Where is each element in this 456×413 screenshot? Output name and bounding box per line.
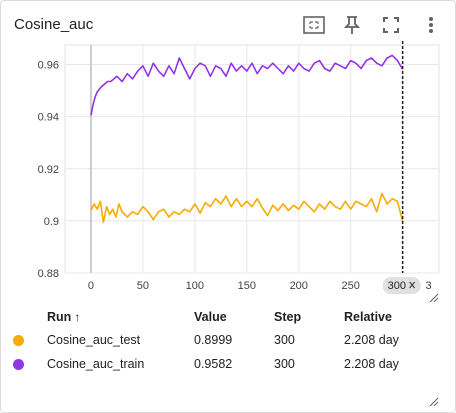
card-title: Cosine_auc [14,16,94,33]
pin-icon [344,16,360,34]
x-tick-label: 100 [186,280,204,292]
x-tick-label: 150 [238,280,256,292]
value-column-header[interactable]: Value [194,310,227,324]
fit-domain-icon [303,16,325,34]
chart-area[interactable]: 0.960.940.920.90.88050100150200250300330… [1,41,456,301]
swatch-header [11,306,47,328]
run-color-cell [11,352,47,376]
x-tick-label: 50 [137,280,149,292]
run-color-swatch [13,359,24,371]
table-resize-icon[interactable] [429,397,439,407]
sort-arrow-icon[interactable]: ↑ [74,310,81,324]
fullscreen-button[interactable] [379,13,403,37]
step-column-header[interactable]: Step [274,310,302,324]
step-cursor-chip [382,277,421,294]
run-value-cell: 0.8999 [194,333,233,347]
y-tick-label: 0.88 [38,268,59,280]
fit-domain-button[interactable] [302,13,326,37]
x-tick-label: 200 [290,280,308,292]
table-row: Cosine_auc_train 0.9582 300 2.208 day [11,352,434,376]
relative-column-header[interactable]: Relative [344,310,392,324]
y-tick-label: 0.92 [38,164,59,176]
close-icon[interactable] [409,281,416,289]
more-vert-icon [429,17,433,33]
table-header-row: Run ↑ Value Step Relative [11,306,434,328]
run-step-cell: 300 [274,357,295,371]
x-tick-label: 0 [88,280,94,292]
series-line-Cosine_auc_train [90,54,404,116]
x-tick-label: 250 [342,280,360,292]
run-name-cell: Cosine_auc_train [47,357,145,371]
run-color-cell [11,328,47,352]
run-value-cell: 0.9582 [194,357,233,371]
x-tick-label: 3 [426,280,432,292]
step-cursor-label: 300 [388,280,406,292]
card-header: Cosine_auc [1,1,456,49]
fullscreen-icon [383,17,399,33]
pin-button[interactable] [340,13,364,37]
run-relative-cell: 2.208 day [344,357,399,371]
run-name-cell: Cosine_auc_test [47,333,141,347]
more-options-button[interactable] [419,13,443,37]
chart-resize-icon[interactable] [429,293,439,303]
series-line-Cosine_auc_test [90,192,404,223]
table-row: Cosine_auc_test 0.8999 300 2.208 day [11,328,434,352]
y-tick-label: 0.94 [38,112,59,124]
runs-table: Run ↑ Value Step Relative Cosine_auc_test… [11,306,434,376]
run-color-swatch [13,335,24,347]
run-relative-cell: 2.208 day [344,333,399,347]
y-tick-label: 0.9 [44,216,59,228]
run-column-header[interactable]: Run ↑ [47,310,81,324]
run-step-cell: 300 [274,333,295,347]
plot-frame [64,44,440,274]
y-tick-label: 0.96 [38,60,59,72]
line-chart[interactable]: 0.960.940.920.90.88050100150200250300330… [1,41,456,301]
